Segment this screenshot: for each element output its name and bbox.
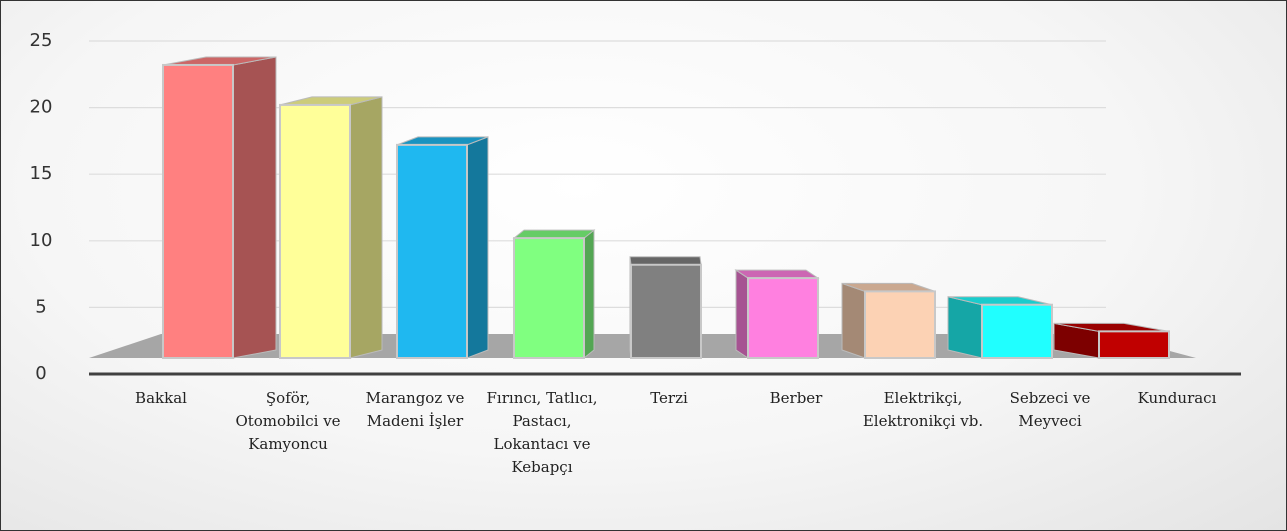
y-tick-label: 5: [35, 296, 46, 317]
y-tick-label: 25: [30, 30, 53, 51]
bar: [864, 290, 936, 359]
bar-3d: [841, 282, 936, 359]
bar-3d: [629, 256, 702, 360]
bar-top: [734, 269, 820, 279]
x-tick-label: Sebzeci ve Meyveci: [1009, 389, 1091, 430]
bar: [396, 143, 468, 359]
bar-3d: [162, 56, 277, 360]
x-tick-label: Kunduracı: [1137, 389, 1217, 407]
bar-side: [947, 296, 983, 359]
bar: [630, 263, 702, 360]
bar-top: [629, 256, 702, 266]
x-tick-label: Berber: [769, 389, 823, 407]
y-tick-label: 10: [30, 230, 53, 251]
y-tick-label: 0: [35, 363, 46, 384]
bar-top: [512, 229, 596, 239]
bar-side: [466, 136, 489, 359]
x-tick-label: Şoför, Otomobilci ve Kamyoncu: [235, 389, 341, 453]
x-tick-label: Bakkal: [135, 389, 187, 407]
bar: [1098, 330, 1170, 359]
y-tick-label: 15: [30, 163, 53, 184]
bar-side: [735, 269, 749, 359]
bar: [279, 103, 351, 359]
bar-side: [232, 56, 277, 359]
bar-3d: [396, 136, 489, 359]
bar-3d: [947, 296, 1053, 359]
bar-3d: [1053, 322, 1170, 359]
bar: [747, 277, 819, 359]
bar-side: [583, 229, 595, 360]
bar-side: [349, 96, 383, 359]
x-tick-label: Marangoz ve Madeni İşler: [365, 389, 465, 430]
y-tick-label: 20: [30, 97, 53, 118]
bar-3d: [279, 96, 383, 359]
bar: [513, 237, 585, 359]
bar-side: [841, 282, 866, 359]
bar: [162, 63, 234, 360]
x-tick-label: Elektrikçi, Elektronikçi vb.: [862, 389, 984, 430]
bar: [981, 303, 1053, 359]
x-tick-label: Terzi: [650, 389, 688, 407]
bar-3d: [734, 269, 820, 359]
x-tick-label: Fırıncı, Tatlıcı, Pastacı, Lokantacı ve …: [486, 389, 598, 476]
bar-3d: [512, 229, 596, 360]
